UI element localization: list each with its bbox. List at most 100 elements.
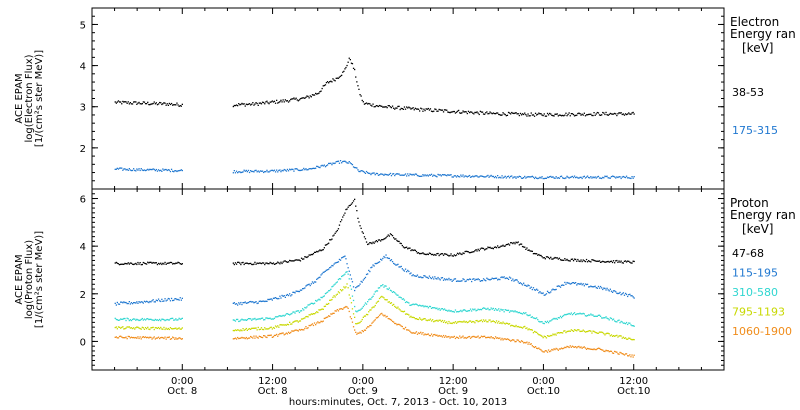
data-point [523, 113, 525, 116]
data-point [137, 302, 139, 304]
data-point [451, 176, 453, 178]
data-point [602, 176, 604, 179]
data-point [527, 176, 529, 178]
data-point [540, 334, 542, 337]
data-point [448, 174, 450, 176]
data-point [181, 103, 183, 105]
data-point [618, 112, 620, 114]
data-point [428, 334, 431, 337]
data-point [631, 325, 633, 327]
data-point [175, 337, 177, 339]
data-point [559, 114, 562, 116]
data-point [114, 262, 116, 264]
data-point [363, 329, 366, 331]
data-point [365, 303, 368, 305]
data-point [511, 111, 513, 114]
data-point [564, 281, 566, 284]
data-point [181, 263, 183, 265]
data-point [169, 261, 172, 264]
data-point [426, 276, 428, 279]
data-point [601, 114, 603, 116]
data-point [453, 311, 455, 313]
data-point [280, 324, 282, 326]
data-point [505, 115, 507, 117]
data-point [462, 252, 464, 254]
data-point [153, 262, 155, 264]
data-point [252, 170, 254, 173]
data-point [279, 169, 281, 171]
data-point [234, 329, 237, 331]
data-point [632, 296, 634, 298]
data-point [146, 300, 148, 302]
data-point [414, 318, 416, 320]
data-point [459, 280, 461, 282]
data-point [257, 337, 259, 339]
data-point [247, 328, 250, 330]
data-point [156, 170, 159, 172]
data-point [382, 314, 384, 316]
data-point [346, 162, 348, 164]
data-point [619, 176, 621, 178]
data-point [151, 327, 153, 329]
data-point [388, 318, 390, 320]
data-point [143, 169, 146, 171]
data-point [438, 319, 440, 321]
data-point [469, 308, 472, 310]
data-point [544, 177, 546, 179]
data-point [622, 262, 624, 264]
data-point [452, 255, 454, 257]
x-tick-label-time: 12:00 [619, 376, 648, 387]
data-point [390, 234, 393, 236]
data-point [178, 262, 180, 264]
data-point [124, 262, 126, 265]
data-point [133, 327, 135, 329]
data-point [623, 260, 626, 262]
data-point [297, 100, 299, 102]
data-point [631, 339, 633, 341]
data-point [540, 177, 542, 179]
data-point [358, 221, 360, 223]
data-point [584, 315, 587, 317]
data-point [462, 174, 464, 176]
data-point [144, 263, 147, 265]
data-point [159, 337, 161, 340]
data-point [454, 255, 457, 257]
data-point [549, 292, 551, 294]
data-point [543, 113, 545, 115]
data-point [364, 276, 367, 279]
data-point [610, 113, 613, 115]
data-point [332, 235, 334, 237]
y-tick-label: 6 [80, 195, 86, 206]
data-point [352, 67, 355, 69]
data-point [276, 333, 278, 336]
data-point [576, 284, 578, 286]
data-point [180, 328, 182, 330]
data-point [578, 283, 580, 285]
data-point [349, 297, 351, 299]
data-point [123, 301, 125, 303]
data-point [529, 329, 531, 331]
data-point [348, 161, 350, 163]
data-point [285, 100, 288, 102]
data-point [133, 168, 135, 170]
data-point [398, 323, 400, 326]
data-point [130, 169, 133, 172]
data-point [322, 308, 324, 310]
data-point [133, 336, 135, 339]
legend-entry: 47-68 [732, 247, 764, 260]
data-point [598, 314, 601, 316]
data-point [572, 330, 575, 332]
data-point [242, 337, 244, 339]
data-point [277, 171, 279, 173]
data-point [577, 313, 579, 315]
data-point [338, 258, 341, 261]
data-point [172, 170, 174, 172]
data-point [332, 78, 334, 80]
data-point [383, 297, 385, 299]
data-point [157, 319, 160, 322]
data-point [440, 175, 442, 177]
data-point [394, 174, 396, 177]
data-point [369, 172, 371, 175]
data-point [172, 317, 174, 319]
data-point [316, 165, 318, 167]
